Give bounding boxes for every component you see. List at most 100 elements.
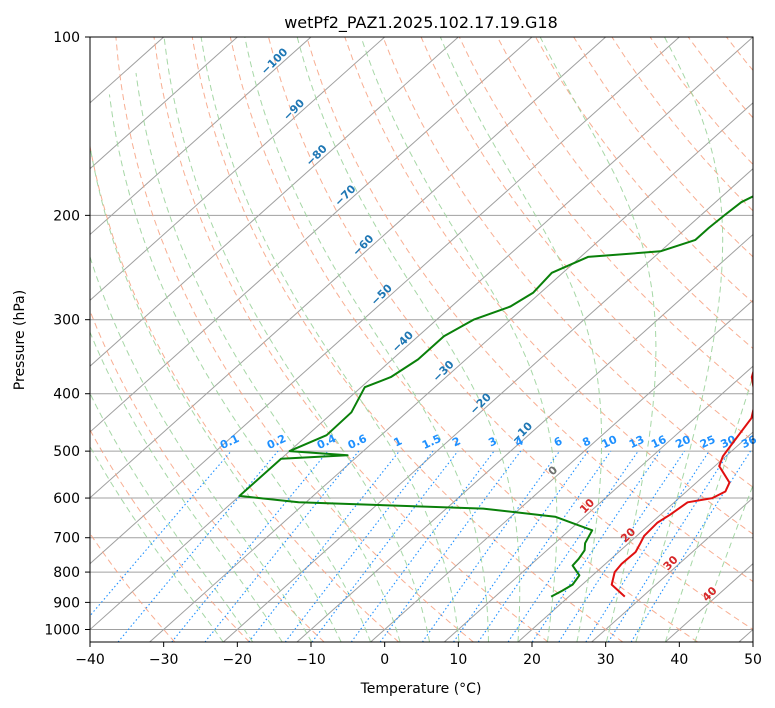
dry-adiabat-label: 40 (700, 584, 720, 604)
mixing-ratio-line (90, 450, 232, 617)
dry-adiabat (765, 37, 775, 642)
temperature-profile (610, 369, 753, 598)
plot-frame (89, 36, 754, 643)
line-labels: 0.1 0.2 0.4 0.6 1 1.5 2 3 4 6 8 10 13 16 20 25 30 36−100−… (218, 45, 759, 604)
isotherm-line (517, 431, 753, 642)
moist-adiabat (90, 445, 224, 642)
isotherm-line (90, 37, 385, 302)
moist-adiabat (90, 143, 342, 642)
mixing-ratio-line (117, 450, 279, 642)
isotherm-line (149, 102, 753, 642)
y-tick-label: 900 (53, 595, 80, 611)
dry-adiabat (306, 37, 753, 583)
mixing-ratio-label: 16 (649, 433, 669, 451)
moist-adiabat (296, 37, 521, 642)
moist-adiabat (108, 94, 372, 642)
x-tick-label: −40 (75, 652, 105, 668)
moist-adiabat (135, 72, 401, 642)
x-tick-label: −10 (296, 652, 326, 668)
isotherm-line (591, 497, 753, 642)
moist-adiabat (244, 37, 489, 642)
mixing-ratio-line (453, 450, 589, 642)
isotherm-line (90, 37, 753, 631)
mixing-ratio-label: 36 (739, 433, 759, 451)
dry-adiabat (420, 37, 753, 442)
dry-adiabat (573, 37, 753, 258)
mixing-ratio-label: 2 (450, 434, 462, 449)
dry-adiabat (649, 37, 753, 166)
x-tick-label: 40 (670, 652, 688, 668)
dry-adiabat-label: 20 (618, 525, 638, 545)
dry-adiabat (90, 532, 176, 642)
y-tick-label: 800 (53, 565, 80, 581)
background-lines (90, 37, 775, 642)
y-tick-label: 600 (53, 491, 80, 507)
mixing-ratio-line (507, 450, 639, 642)
isotherm-line (90, 37, 680, 565)
dry-adiabat (344, 37, 753, 535)
dry-adiabat (90, 428, 250, 642)
dry-adiabat (153, 37, 549, 642)
isotherm-line (664, 562, 753, 642)
mixing-ratio-line (311, 450, 459, 642)
mixing-ratio-line (421, 450, 561, 642)
isotherm-line (90, 37, 533, 433)
mixing-ratio-line (379, 450, 522, 642)
dry-adiabat (191, 37, 624, 642)
y-tick-label: 400 (53, 387, 80, 403)
y-tick-label: 300 (53, 313, 80, 329)
x-tick-label: 10 (449, 652, 467, 668)
moist-adiabat (200, 37, 460, 642)
dry-adiabat (90, 143, 400, 642)
dry-adiabat (535, 37, 753, 304)
mixing-ratio-line (585, 450, 710, 642)
mixing-ratio-label: 13 (627, 433, 646, 451)
y-tick-label: 500 (53, 444, 80, 460)
dry-adiabat-label: 0 (546, 463, 561, 478)
mixing-ratio-line (350, 450, 495, 642)
x-tick-label: 0 (380, 652, 389, 668)
dry-adiabat (458, 37, 753, 396)
dry-adiabat-label: 30 (661, 553, 681, 573)
isotherm-line (90, 37, 606, 499)
moist-adiabat (90, 330, 283, 642)
isotherm-line (90, 37, 312, 236)
mixing-ratio-label: 10 (600, 433, 620, 451)
mixing-ratio-line (171, 450, 329, 642)
mixing-ratio-line (477, 450, 612, 642)
isotherm-line (738, 628, 753, 642)
moist-adiabat (90, 392, 254, 642)
dry-adiabat (496, 37, 753, 350)
moist-adiabat (360, 37, 558, 642)
moist-adiabat (539, 37, 657, 642)
moist-adiabat (694, 483, 753, 642)
isotherm-line (443, 365, 753, 642)
moist-adiabat (635, 37, 724, 642)
x-tick-label: 50 (744, 652, 762, 668)
dry-adiabat-label: −100 (258, 45, 290, 77)
mixing-ratio-line (204, 450, 360, 642)
isotherm-line (370, 299, 753, 642)
x-tick-label: 20 (523, 652, 541, 668)
dry-adiabat-label: 10 (577, 496, 597, 516)
mixing-ratio-line (607, 450, 731, 642)
isotherm-line (90, 37, 238, 170)
y-tick-label: 100 (53, 30, 80, 46)
mixing-ratio-label: 20 (673, 433, 693, 451)
moist-adiabat (90, 255, 313, 642)
dry-adiabat (726, 37, 753, 72)
mixing-ratio-label: 0.2 (265, 432, 288, 452)
profiles (238, 195, 753, 598)
x-axis-title: Temperature (°C) (360, 681, 482, 697)
isotherm-line (222, 167, 753, 642)
y-axis-title: Pressure (hPa) (12, 290, 28, 390)
mixing-ratio-label: 0.1 (218, 432, 241, 452)
mixing-ratio-line (284, 450, 434, 642)
moist-adiabat (664, 374, 753, 642)
mixing-ratio-label: 8 (580, 434, 592, 449)
chart-title: wetPf2_PAZ1.2025.102.17.19.G18 (284, 13, 558, 33)
x-tick-label: −20 (223, 652, 253, 668)
x-tick-label: 30 (597, 652, 615, 668)
